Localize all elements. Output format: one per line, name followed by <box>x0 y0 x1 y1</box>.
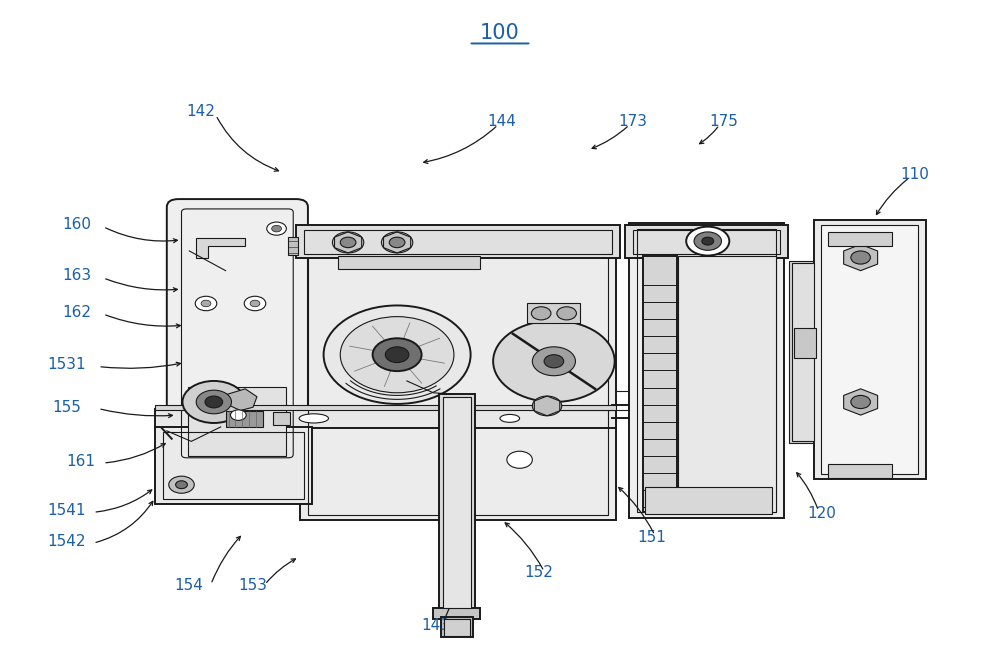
Text: 120: 120 <box>807 506 836 521</box>
Bar <box>643 256 677 513</box>
Text: 175: 175 <box>709 114 738 129</box>
Circle shape <box>851 251 870 264</box>
Text: 142: 142 <box>187 105 216 119</box>
Text: 173: 173 <box>619 114 648 129</box>
Circle shape <box>169 476 194 493</box>
Circle shape <box>176 481 187 488</box>
Text: 100: 100 <box>480 23 520 43</box>
Text: 144: 144 <box>488 114 516 129</box>
Bar <box>444 618 470 636</box>
Circle shape <box>702 237 714 245</box>
Circle shape <box>230 410 246 420</box>
Bar <box>629 223 784 517</box>
Text: 154: 154 <box>174 578 203 594</box>
Bar <box>155 405 616 410</box>
Circle shape <box>851 395 870 409</box>
Bar <box>794 328 816 358</box>
Text: 143: 143 <box>422 618 451 632</box>
Bar <box>828 232 892 247</box>
Bar <box>814 220 926 480</box>
Text: 151: 151 <box>637 530 666 545</box>
Bar <box>792 263 814 442</box>
Circle shape <box>493 320 615 402</box>
Text: 153: 153 <box>239 578 268 594</box>
Text: 155: 155 <box>52 400 81 415</box>
Text: 161: 161 <box>66 454 95 468</box>
Bar <box>288 237 298 255</box>
Circle shape <box>694 232 721 251</box>
Text: 162: 162 <box>62 305 91 320</box>
Bar <box>439 394 475 611</box>
Bar <box>155 409 616 428</box>
Circle shape <box>373 338 422 371</box>
Text: 163: 163 <box>62 269 91 283</box>
Polygon shape <box>224 389 257 411</box>
Bar <box>527 304 580 323</box>
Bar <box>625 224 788 257</box>
Circle shape <box>544 354 564 368</box>
Circle shape <box>324 306 471 404</box>
Bar <box>300 226 616 520</box>
Text: 1531: 1531 <box>48 357 86 372</box>
Ellipse shape <box>299 414 328 423</box>
Text: 160: 160 <box>62 217 91 232</box>
Bar <box>304 230 612 253</box>
Circle shape <box>332 232 364 253</box>
Polygon shape <box>844 245 878 271</box>
Circle shape <box>686 226 729 255</box>
Text: 1542: 1542 <box>48 535 86 549</box>
Text: 1541: 1541 <box>48 503 86 519</box>
Circle shape <box>244 296 266 311</box>
Bar <box>633 230 780 253</box>
Bar <box>296 224 620 257</box>
Circle shape <box>195 296 217 311</box>
Bar <box>163 432 304 499</box>
Bar <box>273 412 290 425</box>
Bar <box>188 387 286 456</box>
Bar <box>645 487 772 514</box>
Circle shape <box>182 381 245 423</box>
Circle shape <box>507 451 532 468</box>
Bar <box>308 231 608 515</box>
Circle shape <box>385 347 409 362</box>
Bar <box>226 411 263 427</box>
Circle shape <box>532 347 575 376</box>
Circle shape <box>532 396 562 416</box>
Circle shape <box>557 307 576 320</box>
Circle shape <box>267 222 286 235</box>
Bar <box>678 256 776 513</box>
Bar <box>433 608 480 618</box>
Circle shape <box>272 225 281 232</box>
Circle shape <box>196 390 231 414</box>
Ellipse shape <box>500 415 520 422</box>
Bar <box>789 261 817 444</box>
Circle shape <box>531 307 551 320</box>
Circle shape <box>389 237 405 248</box>
Bar <box>155 427 312 505</box>
Bar <box>443 397 471 608</box>
Bar <box>338 256 480 269</box>
Circle shape <box>340 237 356 248</box>
Bar <box>441 617 473 637</box>
Circle shape <box>205 396 223 408</box>
Circle shape <box>250 300 260 307</box>
Circle shape <box>340 317 454 393</box>
Circle shape <box>381 232 413 253</box>
Polygon shape <box>844 389 878 415</box>
Bar <box>828 464 892 478</box>
Polygon shape <box>196 238 245 257</box>
Text: 152: 152 <box>525 565 554 580</box>
Circle shape <box>201 300 211 307</box>
FancyBboxPatch shape <box>167 199 308 468</box>
Bar <box>821 225 918 474</box>
Bar <box>637 228 776 513</box>
Text: 110: 110 <box>900 167 929 182</box>
